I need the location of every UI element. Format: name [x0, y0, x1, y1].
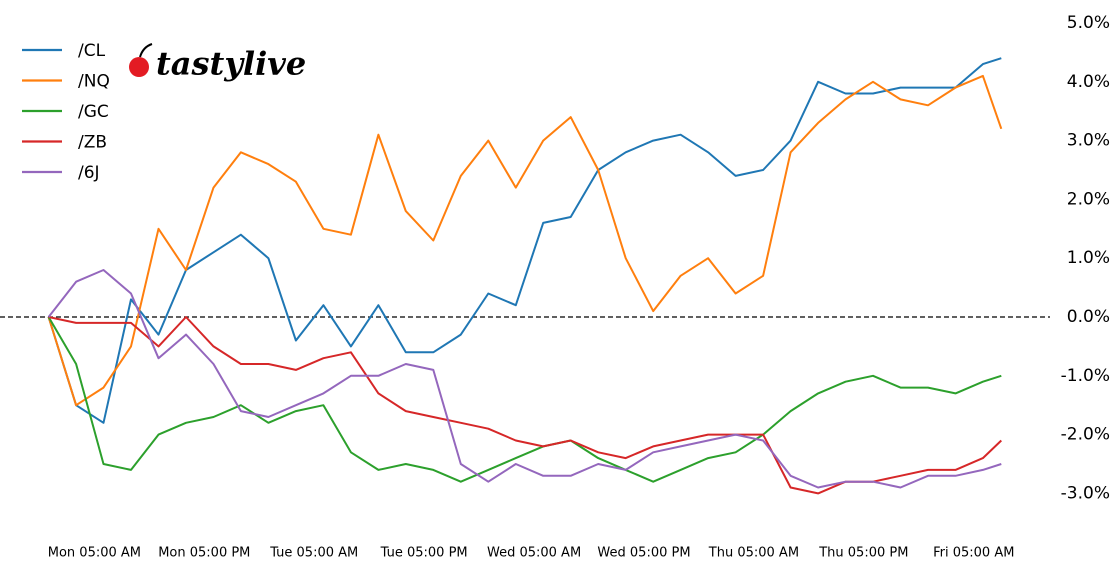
y-tick-label: 3.0%	[1067, 131, 1110, 151]
logo-icon	[129, 57, 149, 77]
y-tick-label: 1.0%	[1067, 248, 1110, 268]
y-tick-label: -3.0%	[1061, 483, 1110, 503]
x-tick-label: Tue 05:00 AM	[269, 546, 358, 561]
y-tick-label: 0.0%	[1067, 307, 1110, 327]
line-series	[47, 316, 1002, 483]
line-series	[47, 269, 1002, 489]
legend-label: /NQ	[78, 72, 110, 92]
x-tick-label: Mon 05:00 PM	[158, 546, 250, 561]
x-tick-label: Thu 05:00 PM	[818, 546, 908, 561]
line-series	[47, 74, 1003, 407]
logo-icon-stem	[139, 43, 153, 58]
y-tick-label: -2.0%	[1061, 425, 1110, 445]
line-series	[47, 57, 1002, 424]
y-tick-label: 4.0%	[1067, 72, 1110, 92]
x-tick-label: Wed 05:00 AM	[487, 546, 581, 561]
y-tick-label: -1.0%	[1061, 366, 1110, 386]
x-tick-label: Wed 05:00 PM	[597, 546, 690, 561]
legend-label: /GC	[78, 102, 109, 122]
x-tick-label: Fri 05:00 AM	[933, 546, 1014, 561]
y-tick-label: 5.0%	[1067, 13, 1110, 33]
y-tick-label: 2.0%	[1067, 189, 1110, 209]
x-tick-label: Thu 05:00 AM	[708, 546, 799, 561]
x-tick-label: Tue 05:00 PM	[380, 546, 468, 561]
logo: tastylive	[129, 43, 306, 83]
x-tick-label: Mon 05:00 AM	[48, 546, 141, 561]
legend-label: /CL	[78, 41, 106, 61]
logo-text: tastylive	[156, 45, 306, 83]
legend-label: /6J	[78, 163, 100, 183]
legend-label: /ZB	[78, 133, 107, 153]
